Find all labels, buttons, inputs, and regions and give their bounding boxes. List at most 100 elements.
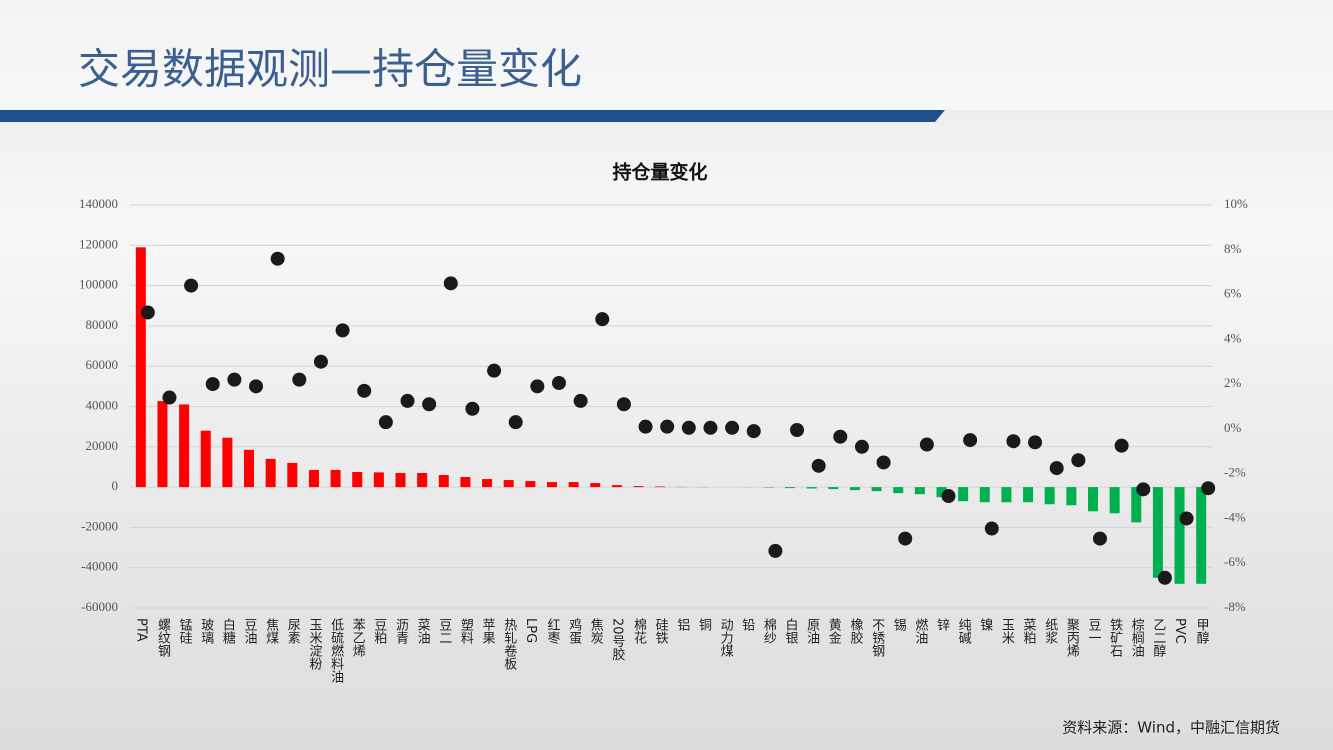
bar (936, 487, 947, 498)
bar (287, 462, 298, 488)
y2-tick-label: 4% (1224, 330, 1242, 345)
dot (227, 372, 242, 387)
x-tick-label: 螺纹钢 (155, 618, 171, 658)
x-tick-label: 20号胶 (609, 618, 625, 662)
bar (633, 486, 644, 488)
x-tick-label: 玉米 (999, 618, 1015, 644)
bar (806, 487, 817, 489)
x-tick-label: 焦炭 (588, 618, 604, 645)
x-tick-label: 塑料 (458, 618, 474, 644)
dot (422, 397, 437, 412)
x-tick-label: 豆一 (1085, 618, 1101, 644)
y2-tick-label: 8% (1224, 241, 1242, 256)
bar (135, 247, 146, 488)
x-tick-label: 焦煤 (263, 618, 279, 644)
y2-tick-label: 6% (1224, 286, 1242, 301)
x-tick-label: 尿素 (285, 618, 301, 644)
x-tick-label: 豆油 (242, 618, 258, 644)
x-tick-label: 镍 (977, 618, 993, 631)
x-tick-label: LPG (523, 618, 538, 643)
dot (898, 531, 913, 546)
y-tick-label: 100000 (79, 277, 118, 292)
x-tick-label: 铁矿石 (1107, 618, 1123, 657)
bar (1001, 487, 1012, 503)
bar (893, 487, 904, 494)
bar (1044, 487, 1055, 505)
bar (352, 471, 363, 488)
x-tick-label: 棉花 (631, 618, 647, 645)
bar (157, 401, 168, 488)
bar (222, 437, 233, 488)
x-tick-label: 菜油 (415, 618, 431, 644)
dot (1006, 434, 1021, 449)
x-tick-label: 纯碱 (956, 618, 972, 644)
x-tick-label: 苹果 (480, 618, 496, 644)
bar (1174, 487, 1185, 584)
bar (244, 449, 255, 488)
dot (638, 419, 653, 434)
dot (270, 251, 285, 266)
dot (249, 379, 264, 394)
bar (1023, 487, 1034, 503)
x-tick-label: 纸浆 (1042, 618, 1058, 644)
y2-tick-label: 0% (1224, 420, 1242, 435)
x-tick-label: 铝 (674, 618, 690, 631)
dot (140, 305, 155, 320)
y-tick-label: 60000 (86, 357, 119, 372)
bar (308, 469, 319, 488)
y-tick-label: 20000 (86, 438, 119, 453)
y2-tick-label: -2% (1224, 465, 1246, 480)
x-tick-label: 不锈钢 (869, 618, 885, 658)
bar (611, 485, 622, 488)
y2-tick-label: 10% (1224, 196, 1248, 211)
bar (590, 483, 601, 488)
dot (551, 375, 566, 390)
x-tick-label: 菜粕 (1021, 618, 1037, 644)
dot (573, 393, 588, 408)
dot (963, 433, 978, 448)
dot (854, 439, 869, 454)
bar (828, 487, 839, 490)
x-tick-label: 燃油 (912, 617, 928, 644)
x-tick-label: 沥青 (393, 618, 409, 644)
bar (958, 487, 969, 502)
y2-tick-label: -6% (1224, 554, 1246, 569)
y-tick-label: -60000 (81, 599, 118, 614)
x-tick-label: 橡胶 (847, 618, 863, 645)
bar (979, 487, 990, 503)
bar (785, 487, 796, 489)
dot (876, 455, 891, 470)
dot (465, 401, 480, 416)
dot (1179, 511, 1194, 526)
x-tick-label: 棉纱 (761, 618, 777, 644)
x-tick-label: 原油 (804, 618, 820, 644)
source-note: 资料来源：Wind，中融汇信期货 (1062, 719, 1280, 737)
dot (1049, 461, 1064, 476)
x-tick-label: 甲醇 (1194, 618, 1210, 644)
bar (914, 487, 925, 495)
dot (768, 543, 783, 558)
y-tick-label: -20000 (81, 518, 118, 533)
x-tick-label: 豆二 (436, 618, 452, 644)
dot (790, 423, 805, 438)
y-tick-label: 120000 (79, 236, 118, 251)
dot (1201, 481, 1216, 496)
x-tick-label: 热轧卷板 (501, 618, 517, 671)
dot (530, 379, 545, 394)
x-tick-label: 白银 (783, 617, 799, 644)
dot (313, 354, 328, 369)
x-tick-label: 锰硅 (177, 618, 193, 644)
dot (357, 383, 372, 398)
x-tick-label: 黄金 (826, 618, 842, 644)
dot (984, 521, 999, 536)
x-tick-label: 锌 (934, 618, 950, 631)
bar (265, 458, 276, 488)
dot (335, 323, 350, 338)
bar (1087, 487, 1098, 512)
dot (919, 437, 934, 452)
y2-tick-label: 2% (1224, 375, 1242, 390)
x-tick-label: PTA (133, 618, 148, 642)
bar (849, 487, 860, 491)
dot (703, 420, 718, 435)
